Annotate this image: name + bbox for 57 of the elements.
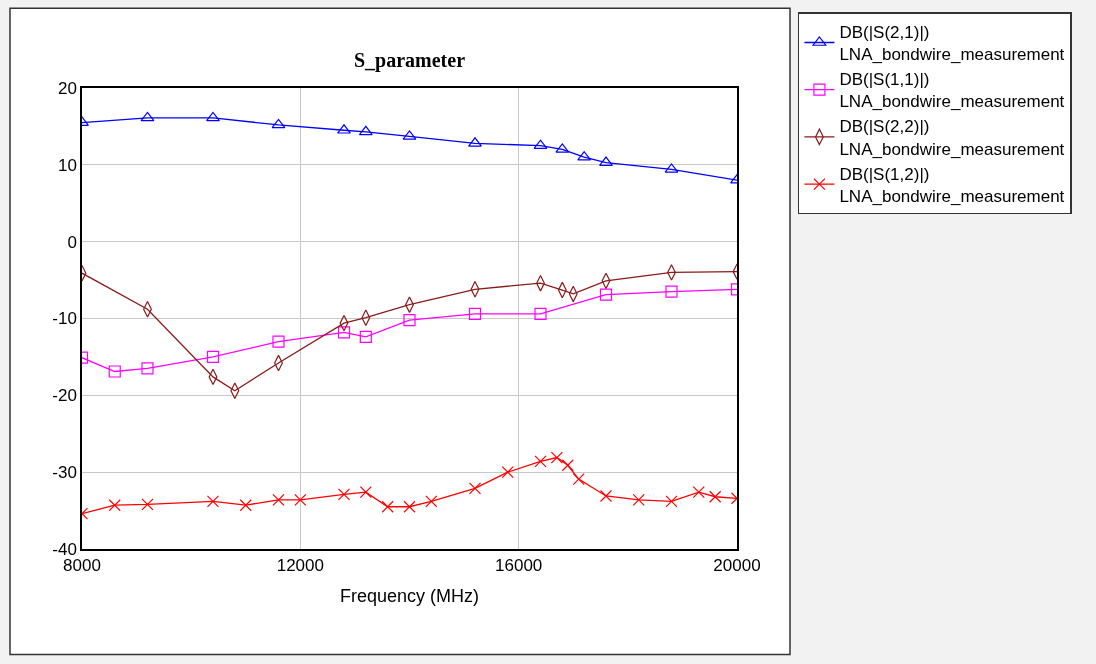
x-tick-label: 20000 bbox=[713, 556, 761, 576]
point bbox=[141, 498, 154, 511]
point bbox=[108, 365, 121, 378]
legend-label: DB(|S(1,1)|) LNA_bondwire_measurement bbox=[839, 70, 1065, 112]
legend-label: DB(|S(2,1)|) LNA_bondwire_measurement bbox=[839, 23, 1065, 65]
point bbox=[534, 455, 547, 468]
point bbox=[141, 362, 154, 375]
point bbox=[403, 313, 416, 327]
point bbox=[337, 326, 351, 339]
point bbox=[206, 495, 220, 508]
y-tick-label: -10 bbox=[52, 309, 77, 329]
point bbox=[468, 482, 482, 495]
y-tick-label: 0 bbox=[67, 232, 77, 252]
point bbox=[599, 156, 613, 166]
point bbox=[337, 488, 351, 501]
point bbox=[468, 307, 482, 320]
y-tick-label: -30 bbox=[52, 463, 77, 483]
legend-label: DB(|S(2,2)|) LNA_bondwire_measurement bbox=[839, 117, 1065, 159]
point bbox=[271, 118, 286, 129]
point bbox=[501, 466, 514, 479]
y-tick-label: -40 bbox=[52, 539, 77, 559]
x-tick-label: 16000 bbox=[495, 556, 543, 576]
point bbox=[425, 495, 438, 508]
point bbox=[599, 489, 613, 503]
point bbox=[534, 307, 547, 320]
x-axis-title: Frequency (MHz) bbox=[339, 585, 480, 606]
point bbox=[272, 335, 285, 348]
point bbox=[272, 493, 285, 506]
point bbox=[665, 495, 678, 508]
point bbox=[108, 499, 121, 512]
point bbox=[599, 288, 613, 301]
chart-title: S_parameter bbox=[353, 49, 466, 72]
point bbox=[381, 500, 394, 513]
y-tick-label: -20 bbox=[52, 386, 77, 406]
point bbox=[468, 137, 482, 147]
point bbox=[550, 451, 563, 464]
point bbox=[359, 330, 372, 344]
point bbox=[561, 459, 574, 472]
y-tick-label: 20 bbox=[57, 78, 77, 98]
point bbox=[206, 111, 220, 122]
point bbox=[294, 493, 307, 506]
y-tick-label: 10 bbox=[57, 155, 77, 175]
x-tick-label: 12000 bbox=[276, 556, 324, 576]
point bbox=[665, 285, 678, 298]
point bbox=[337, 124, 351, 134]
point bbox=[572, 472, 585, 486]
point bbox=[358, 125, 373, 136]
point bbox=[239, 499, 252, 512]
point bbox=[206, 350, 220, 364]
point bbox=[403, 500, 416, 513]
point bbox=[140, 111, 155, 122]
point bbox=[692, 486, 705, 499]
legend-label: DB(|S(1,2)|) LNA_bondwire_measurement bbox=[839, 164, 1065, 206]
point bbox=[359, 486, 372, 499]
point bbox=[709, 490, 722, 503]
x-tick-label: 8000 bbox=[63, 556, 101, 576]
point bbox=[632, 493, 645, 506]
